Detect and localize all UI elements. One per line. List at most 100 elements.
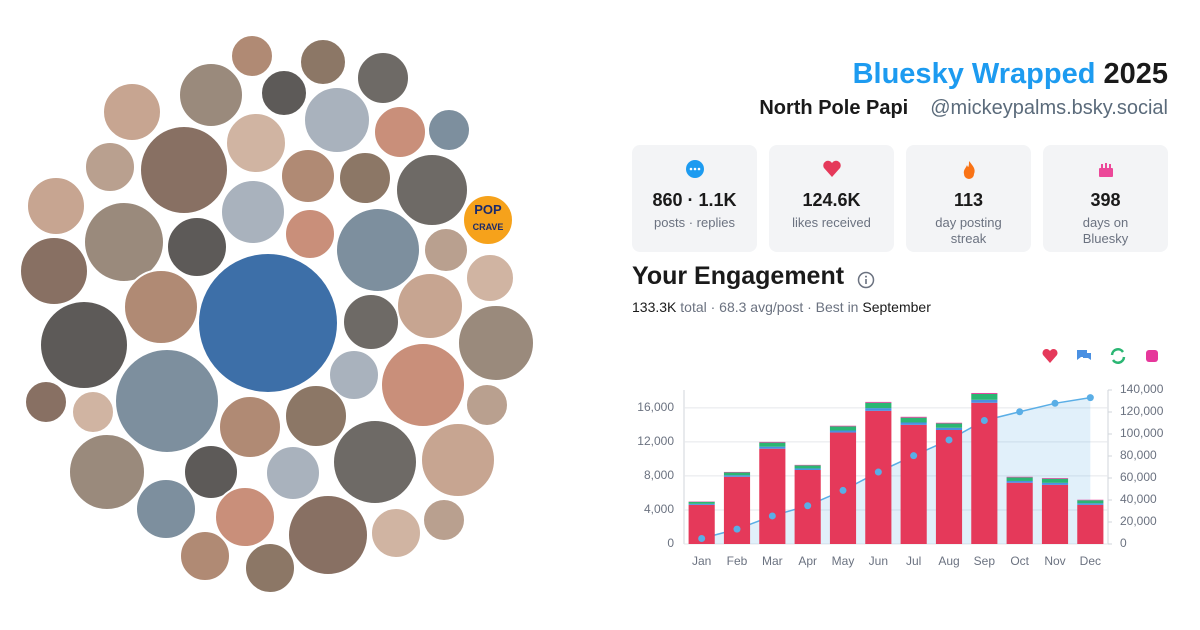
engagement-title: Your Engagement <box>632 262 845 290</box>
line-point <box>698 535 706 542</box>
avatar <box>420 422 496 498</box>
y-tick-label: 0 <box>667 536 674 550</box>
avatar <box>135 478 197 540</box>
avatar <box>179 530 231 582</box>
y2-tick-label: 0 <box>1120 536 1127 550</box>
stat-value: 398 <box>1090 190 1121 210</box>
avatar <box>26 176 86 236</box>
stat-value: 860 · 1.1K <box>652 190 737 210</box>
y2-tick-label: 80,000 <box>1120 448 1157 462</box>
y-tick-label: 8,000 <box>644 468 674 482</box>
bar-segment <box>900 424 927 544</box>
line-point <box>768 512 776 520</box>
x-tick-label: May <box>832 554 855 568</box>
y2-tick-label: 140,000 <box>1120 382 1164 396</box>
stat-label: posts · replies <box>654 215 735 230</box>
bar-segment <box>829 430 857 433</box>
avatar <box>370 507 422 559</box>
y2-tick-label: 120,000 <box>1120 404 1164 418</box>
bar-segment <box>829 426 857 431</box>
avatar <box>462 194 514 246</box>
avatar <box>299 38 347 86</box>
x-tick-label: Jun <box>869 554 888 568</box>
avatar <box>102 82 162 142</box>
bar-segment <box>1077 503 1104 505</box>
bar-segment <box>1077 500 1104 504</box>
bar-segment <box>1041 484 1069 544</box>
legend-icon[interactable] <box>1146 350 1158 362</box>
line-point <box>945 436 953 444</box>
bar-segment <box>971 399 998 403</box>
avatar <box>244 542 296 594</box>
summary-best: September <box>862 299 931 315</box>
bar-segment <box>900 422 927 425</box>
avatar <box>465 253 515 303</box>
x-tick-label: Aug <box>938 554 959 568</box>
bar-segment <box>935 427 963 430</box>
avatar <box>427 108 471 152</box>
avatar <box>39 300 129 390</box>
avatar <box>214 486 276 548</box>
bar-segment <box>1077 499 1104 501</box>
bar-segment <box>1006 477 1033 481</box>
title: Bluesky Wrapped 2025 <box>759 58 1168 91</box>
line-point <box>1051 399 1059 407</box>
bar-segment <box>759 448 786 544</box>
stat-label: likes received <box>792 215 871 230</box>
legend-icon[interactable] <box>1077 350 1091 360</box>
avatar <box>183 444 239 500</box>
engagement: Your Engagement 133.3K total · 68.3 avg/… <box>632 262 931 315</box>
avatar <box>465 383 509 427</box>
avatar-logo-text: CRAVE <box>473 222 504 232</box>
line-point <box>1016 408 1024 416</box>
x-tick-label: Mar <box>762 554 783 568</box>
avatar <box>303 86 371 154</box>
avatar <box>19 236 89 306</box>
icon <box>1098 163 1113 177</box>
stat-value: 124.6K <box>802 190 861 210</box>
line-point <box>839 486 847 494</box>
avatar <box>123 269 199 345</box>
bar-segment <box>794 465 821 469</box>
avatar <box>71 390 115 434</box>
bar-segment <box>1006 476 1033 478</box>
legend-icon[interactable] <box>1110 348 1126 364</box>
y2-tick-label: 60,000 <box>1120 470 1157 484</box>
stat-label: days on Bluesky <box>1082 215 1129 246</box>
bar-segment <box>829 425 857 427</box>
line-point <box>910 452 918 460</box>
bar-segment <box>723 471 751 473</box>
x-tick-label: Oct <box>1010 554 1029 568</box>
line-point <box>1086 394 1094 402</box>
avatar <box>335 207 421 293</box>
bar-segment <box>759 446 786 449</box>
x-tick-label: Dec <box>1080 554 1101 568</box>
bar-segment <box>900 416 927 418</box>
y-tick-label: 16,000 <box>637 400 674 414</box>
y-tick-label: 12,000 <box>637 434 674 448</box>
bar-segment <box>935 429 963 544</box>
stat-card: 113 day posting streak <box>906 145 1031 252</box>
bar-segment <box>688 503 715 505</box>
summary-text: total · 68.3 avg/post · Best in <box>680 299 859 315</box>
info-icon[interactable] <box>857 271 875 289</box>
bar-segment <box>1006 482 1033 544</box>
bar-segment <box>794 464 821 466</box>
bar-segment <box>723 472 751 476</box>
bar-segment <box>688 501 715 504</box>
bar-segment <box>1077 504 1104 544</box>
title-text: Bluesky Wrapped <box>852 58 1096 90</box>
avatar <box>284 208 336 260</box>
bar-segment <box>1006 480 1033 483</box>
avatar <box>396 272 464 340</box>
bar-segment <box>935 422 963 424</box>
bar-segment <box>935 423 963 428</box>
bar-segment <box>900 417 927 423</box>
stat-label: day posting streak <box>935 215 1002 246</box>
header: Bluesky Wrapped 2025 North Pole Papi @mic… <box>759 58 1168 120</box>
bar-segment <box>1041 482 1069 485</box>
avatar <box>260 69 308 117</box>
bar-segment <box>971 393 998 400</box>
legend-icon[interactable] <box>1042 348 1058 363</box>
